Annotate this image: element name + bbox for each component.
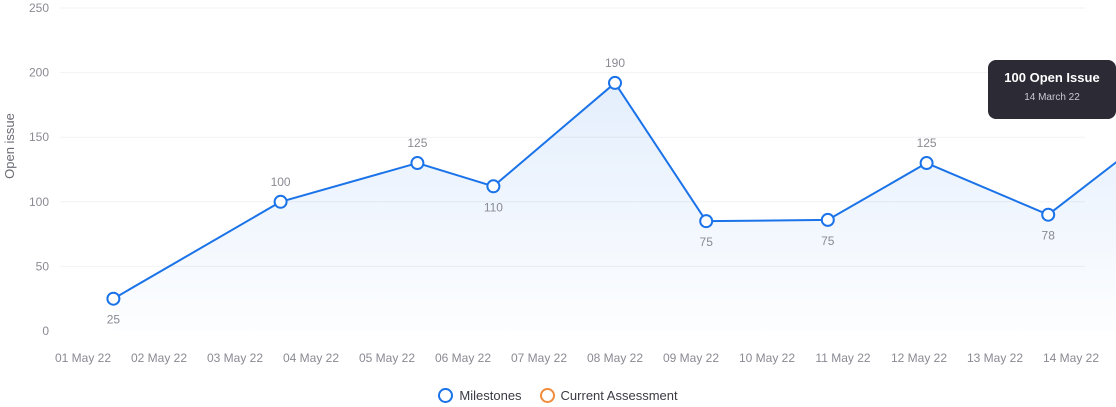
data-label: 125	[917, 136, 937, 150]
tooltip-title: 100 Open Issue	[1004, 70, 1100, 85]
x-tick-label: 01 May 22	[55, 351, 111, 365]
x-tick-label: 07 May 22	[511, 351, 567, 365]
hover-tooltip: 100 Open Issue 14 March 22	[988, 60, 1116, 119]
data-point[interactable]	[820, 212, 835, 227]
x-tick-label: 14 May 22	[1043, 351, 1099, 365]
x-tick-label: 03 May 22	[207, 351, 263, 365]
data-label: 25	[107, 313, 121, 327]
data-point[interactable]	[608, 75, 622, 90]
data-labels: 25 100 125 110 190 75 75 125 78	[107, 56, 1055, 327]
data-label: 78	[1042, 229, 1056, 243]
y-tick-label: 50	[36, 259, 50, 273]
x-tick-label: 02 May 22	[131, 351, 187, 365]
legend-label-milestones: Milestones	[459, 388, 522, 403]
legend-label-current-assessment: Current Assessment	[560, 388, 678, 403]
chart-legend: Milestones Current Assessment	[0, 388, 1116, 403]
legend-marker-current-assessment	[539, 388, 555, 403]
y-axis-ticks: 0 50 100 150 200 250	[29, 1, 49, 338]
data-point[interactable]	[106, 291, 121, 306]
series-line-path	[112, 81, 1116, 300]
x-tick-label: 11 May 22	[815, 351, 870, 365]
area-path	[113, 82, 1116, 331]
y-tick-label: 100	[29, 195, 49, 209]
x-tick-label: 08 May 22	[587, 351, 643, 365]
data-point[interactable]	[410, 156, 425, 171]
data-label: 100	[271, 175, 291, 189]
x-tick-label: 12 May 22	[891, 351, 947, 365]
data-points[interactable]	[106, 75, 1056, 306]
data-point[interactable]	[273, 194, 288, 209]
legend-item-milestones[interactable]: Milestones	[438, 388, 522, 403]
data-label: 110	[484, 200, 503, 214]
x-axis-ticks: 01 May 22 02 May 22 03 May 22 04 May 22 05 M…	[55, 351, 1099, 365]
data-label: 75	[821, 234, 835, 248]
data-point[interactable]	[699, 214, 714, 229]
legend-item-current-assessment[interactable]: Current Assessment	[539, 388, 678, 403]
data-point[interactable]	[919, 156, 934, 171]
data-label: 75	[700, 235, 714, 249]
tooltip-subtitle: 14 March 22	[1024, 92, 1080, 103]
data-label: 125	[407, 136, 427, 150]
y-tick-label: 200	[29, 66, 49, 80]
x-tick-label: 09 May 22	[663, 351, 719, 365]
y-tick-label: 0	[42, 324, 49, 338]
x-tick-label: 10 May 22	[739, 351, 795, 365]
y-tick-label: 150	[29, 130, 49, 144]
legend-marker-milestones	[438, 388, 454, 403]
x-tick-label: 05 May 22	[359, 351, 415, 365]
x-tick-label: 06 May 22	[435, 351, 491, 365]
y-tick-label: 250	[29, 1, 49, 15]
area-fill	[113, 82, 1116, 331]
data-point[interactable]	[486, 179, 501, 194]
data-point[interactable]	[1041, 207, 1056, 222]
y-axis-label: Open issue	[2, 113, 17, 179]
series-line	[112, 81, 1116, 300]
x-tick-label: 04 May 22	[283, 351, 339, 365]
data-label: 190	[605, 56, 625, 70]
x-tick-label: 13 May 22	[967, 351, 1023, 365]
